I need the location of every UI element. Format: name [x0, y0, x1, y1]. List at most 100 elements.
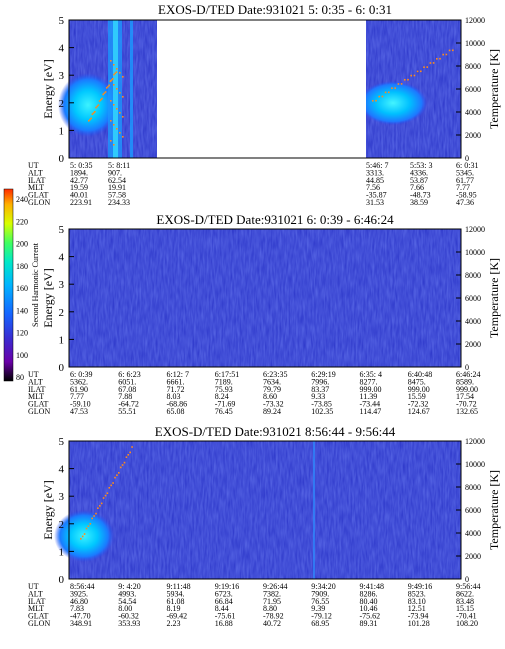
- trace-dot: [91, 517, 93, 520]
- ephemeris-value: 6: 0:39: [70, 370, 92, 379]
- ytick-label: 3: [59, 279, 65, 291]
- right-tick-label: 10000: [465, 460, 485, 469]
- ephemeris-value: -70.41: [456, 612, 477, 621]
- trace-dot: [394, 87, 396, 89]
- ytick-label: 3: [59, 491, 65, 503]
- trace-dot: [85, 527, 88, 530]
- ephemeris-value: 83.48: [456, 597, 474, 606]
- trace-dot: [400, 83, 403, 85]
- trace-dot: [131, 446, 133, 448]
- ephemeris-value: 5: 8:11: [108, 161, 130, 170]
- trace-dot: [116, 474, 118, 476]
- trace-dot: [122, 76, 124, 78]
- ytick-label: 3: [59, 70, 65, 82]
- trace-dot: [397, 83, 400, 85]
- trace-dot: [104, 494, 107, 497]
- ephemeris-value: 8277.: [360, 377, 378, 386]
- ephemeris-value: 8.60: [263, 392, 277, 401]
- colorbar-tick-label: 220: [16, 217, 28, 226]
- trace-dot: [113, 124, 115, 126]
- ephemeris-value: 68.95: [311, 619, 329, 628]
- ephemeris-value: 61.90: [70, 385, 88, 394]
- trace-dot: [113, 73, 115, 76]
- ephemeris-value: 40.01: [70, 191, 88, 200]
- trace-dot: [404, 79, 406, 81]
- ephemeris-value: 61.08: [167, 597, 185, 606]
- trace-dot: [97, 104, 100, 106]
- panel-1-ylabel-right: Temperature [K]: [487, 49, 501, 129]
- trace-dot: [102, 497, 105, 499]
- ephemeris-value: 907.: [108, 168, 122, 177]
- ephemeris-value: 8589.: [456, 377, 474, 386]
- ephemeris-value: 124.67: [408, 407, 430, 416]
- ephemeris-value: -68.86: [167, 400, 188, 409]
- panel-3-right-ticks: 0 2000 4000 6000 8000 10000 12000: [456, 437, 485, 584]
- ephemeris-value: 6661.: [167, 377, 185, 386]
- ephemeris-value: 8:56:44: [70, 582, 94, 591]
- trace-dot: [416, 70, 419, 73]
- right-tick-label: 2000: [465, 340, 481, 349]
- ephemeris-value: 83.37: [311, 385, 329, 394]
- ephemeris-value: 5362.: [70, 377, 88, 386]
- trace-dot: [432, 62, 435, 64]
- right-tick-label: 4000: [465, 317, 481, 326]
- trace-dot: [116, 68, 118, 70]
- colorbar-tick-label: 120: [16, 329, 28, 338]
- colorbar-tick-label: 160: [16, 284, 28, 293]
- ephemeris-value: 6051.: [118, 377, 136, 386]
- trace-dot: [91, 113, 94, 115]
- ephemeris-value: 7382.: [263, 589, 281, 598]
- trace-dot: [95, 512, 97, 515]
- right-tick-label: 8000: [465, 271, 481, 280]
- right-tick-label: 2000: [465, 552, 481, 561]
- panel-1-title: EXOS-D/TED Date:931021 5: 0:35 - 6: 0:31: [158, 2, 392, 17]
- trace-dot: [114, 476, 116, 479]
- ephemeris-value: -70.72: [456, 400, 477, 409]
- ephemeris-value: 5:53: 3: [410, 161, 432, 170]
- ephemeris-value: 47.36: [456, 198, 474, 207]
- trace-dot: [452, 49, 454, 52]
- ephemeris-value: 102.35: [311, 407, 333, 416]
- trace-dot: [92, 112, 95, 114]
- ephemeris-value: 65.08: [167, 407, 185, 416]
- ephemeris-value: 7189.: [215, 377, 233, 386]
- ephemeris-value: 6: 0:31: [456, 161, 478, 170]
- ephemeris-value: 6: 6:23: [118, 370, 140, 379]
- ephemeris-value: -69.42: [167, 612, 188, 621]
- ephemeris-value: 19.59: [70, 183, 88, 192]
- ephemeris-value: 5:46: 7: [366, 161, 388, 170]
- trace-dot: [372, 100, 374, 102]
- ephemeris-value: 47.53: [70, 407, 88, 416]
- trace-dot: [423, 66, 425, 68]
- right-tick-label: 2000: [465, 131, 481, 140]
- panel-2-yticks: 0 1 2 3 4 5: [59, 224, 74, 374]
- trace-dot: [108, 84, 110, 87]
- ytick-label: 0: [59, 574, 65, 586]
- trace-dot: [110, 484, 112, 487]
- ephemeris-value: 999.00: [456, 385, 478, 394]
- ytick-label: 1: [59, 334, 65, 346]
- trace-dot: [381, 95, 384, 98]
- colorbar-tick-label: 200: [16, 240, 28, 249]
- ephemeris-value: 7996.: [311, 377, 329, 386]
- trace-dot: [116, 108, 118, 110]
- trace-dot: [83, 533, 86, 535]
- ephemeris-value: 38.59: [410, 198, 428, 207]
- ephemeris-row-label: GLON: [28, 407, 50, 416]
- ytick-label: 1: [59, 125, 65, 137]
- panel-2-ylabel: Energy [eV]: [41, 268, 55, 327]
- ytick-label: 0: [59, 153, 65, 165]
- trace-dot: [119, 132, 121, 134]
- panel-2-ylabel-right: Temperature [K]: [487, 258, 501, 338]
- ephemeris-value: -58.95: [456, 191, 477, 200]
- ephemeris-value: 108.20: [456, 619, 478, 628]
- ephemeris-value: 6:40:48: [408, 370, 432, 379]
- right-tick-label: 0: [465, 363, 469, 372]
- ephemeris-value: 3925.: [70, 589, 88, 598]
- ephemeris-value: 12.51: [408, 604, 426, 613]
- ephemeris-value: 66.84: [215, 597, 233, 606]
- ephemeris-value: 62.54: [108, 176, 126, 185]
- trace-dot: [410, 74, 412, 77]
- panel-1-intensity-blob-end: [359, 81, 427, 125]
